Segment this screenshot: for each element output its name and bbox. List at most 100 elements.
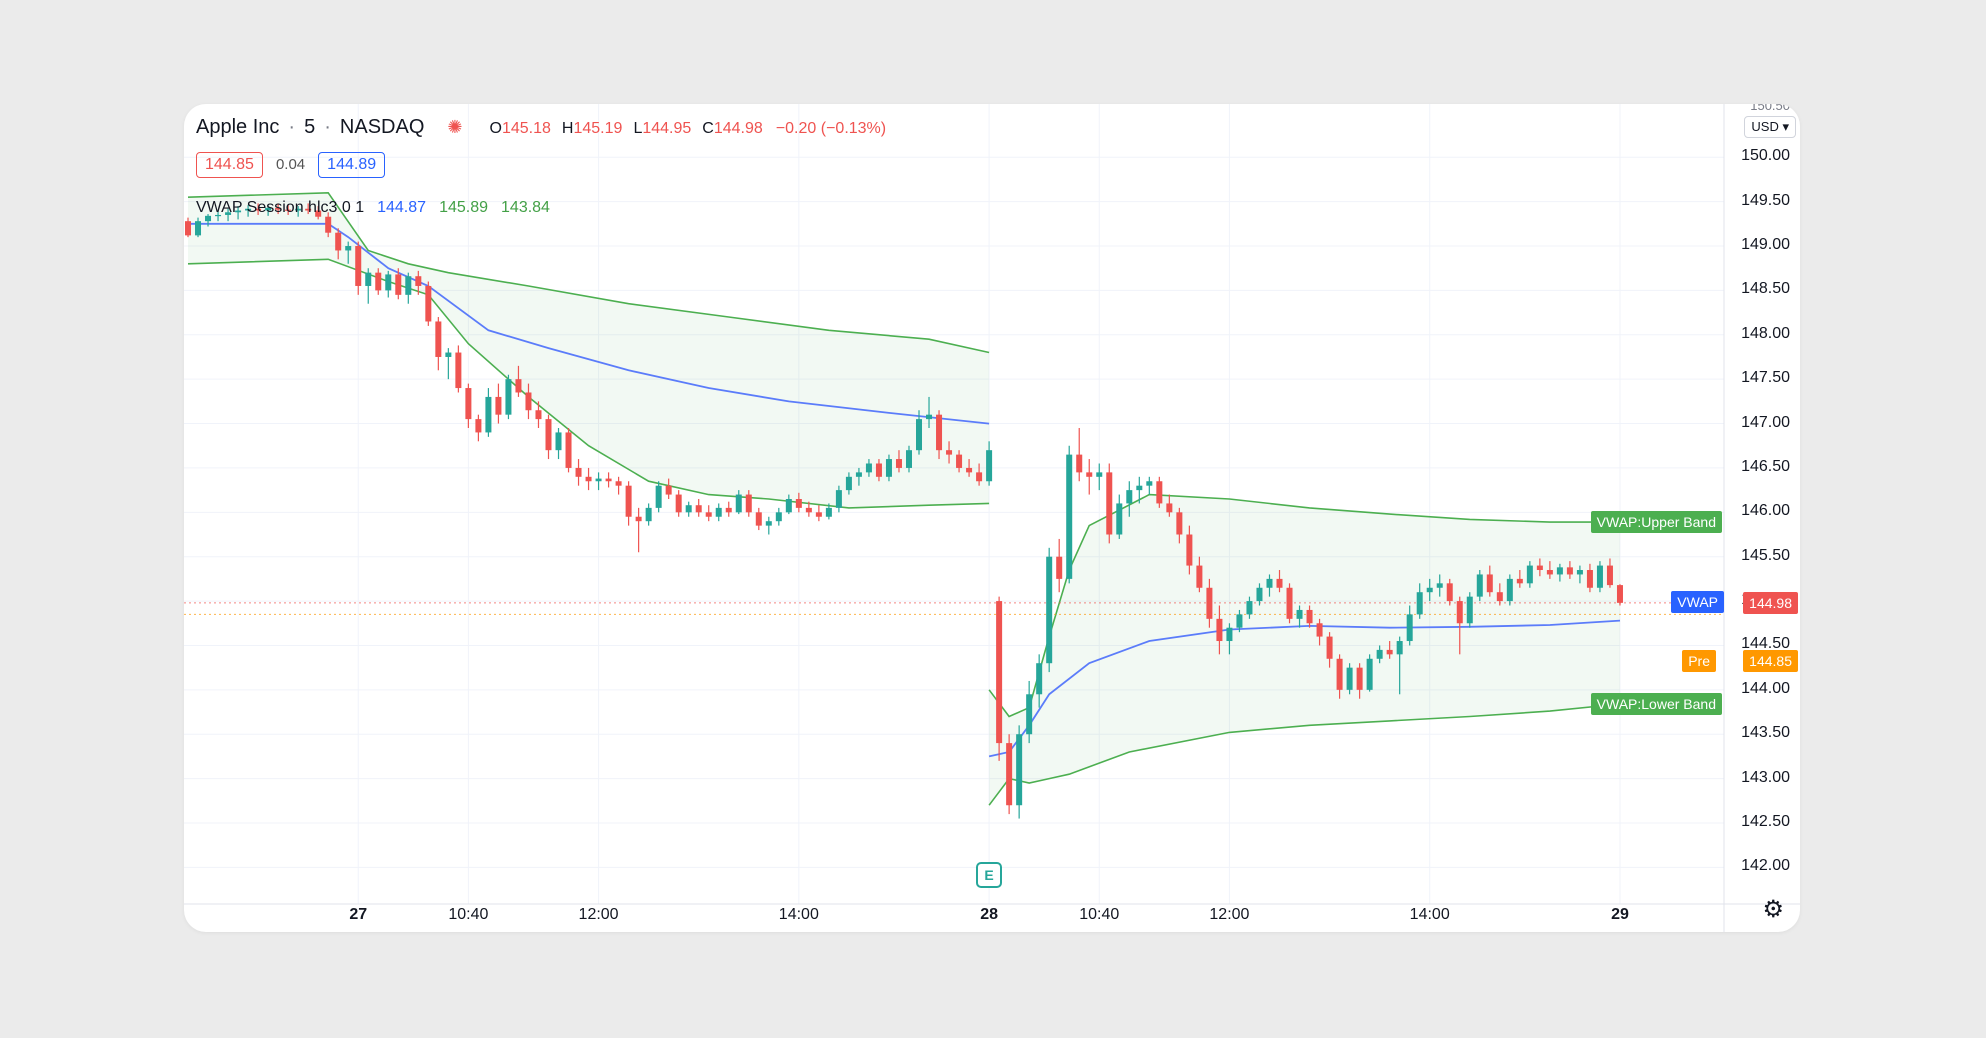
close-value: 144.98 — [713, 120, 763, 137]
candle-body — [325, 216, 332, 233]
quote-row: 144.85 0.04 144.89 — [196, 152, 393, 178]
candle-body — [495, 396, 502, 415]
price-tick-label: 142.50 — [1741, 812, 1790, 830]
candle-body — [1406, 614, 1413, 642]
candle-body — [875, 463, 882, 477]
market-status-icon[interactable]: ✺ — [447, 117, 463, 137]
candle-body — [905, 450, 912, 468]
price-tick-label: 150.00 — [1741, 147, 1790, 165]
candle-body — [615, 481, 622, 486]
candle-body — [365, 272, 372, 286]
candle-body — [465, 388, 472, 420]
candle-body — [1086, 472, 1093, 477]
gear-icon[interactable]: ⚙ — [1762, 896, 1784, 923]
candle-body — [665, 485, 672, 495]
candle-body — [1466, 596, 1473, 624]
candle-body — [355, 246, 362, 286]
candle-body — [215, 214, 222, 217]
price-axis-partial-label: 150.50 — [1750, 104, 1790, 113]
candle-body — [1306, 609, 1313, 624]
price-tick-label: 149.00 — [1741, 236, 1790, 254]
candle-body — [835, 490, 842, 508]
candle-body — [195, 221, 202, 236]
earnings-marker[interactable]: E — [976, 862, 1003, 888]
candle-body — [705, 512, 712, 517]
candle-body — [515, 379, 522, 393]
candle-body — [285, 209, 292, 211]
candle-body — [1126, 490, 1133, 504]
pre-market-label: Pre — [1682, 649, 1716, 672]
upper-band-line-session-1 — [187, 191, 990, 354]
interval-label[interactable]: 5 — [304, 116, 316, 138]
indicator-legend[interactable]: VWAP Session hlc3 0 1 144.87 145.89 143.… — [196, 196, 550, 217]
low-label: L — [633, 120, 643, 137]
indicator-name[interactable]: VWAP Session hlc3 0 1 — [196, 199, 365, 216]
symbol-name[interactable]: Apple Inc — [196, 116, 280, 138]
candle-body — [525, 392, 532, 411]
open-label: O — [489, 120, 502, 137]
candle-body — [575, 467, 582, 477]
candle-body — [565, 432, 572, 468]
candle-body — [1066, 454, 1073, 579]
price-tick-label: 147.50 — [1741, 369, 1790, 387]
candle-body — [255, 208, 262, 211]
candle-body — [1226, 627, 1233, 642]
candle-body — [225, 212, 232, 215]
candle-body — [865, 463, 872, 473]
ask-button[interactable]: 144.89 — [318, 152, 386, 178]
lower-band-value: 143.84 — [501, 199, 550, 216]
candle-body — [1266, 578, 1273, 588]
candle-body — [1546, 570, 1553, 575]
candle-body — [675, 494, 682, 513]
candle-body — [1366, 658, 1373, 690]
candle-body — [1056, 556, 1063, 579]
candle-body — [375, 272, 382, 291]
candle-body — [976, 472, 983, 482]
price-tick-label: 149.50 — [1741, 191, 1790, 209]
candle-body — [946, 450, 953, 455]
time-tick-label: 27 — [349, 906, 368, 923]
candle-body — [1286, 587, 1293, 619]
candle-body — [1566, 567, 1573, 575]
price-tick-label: 147.00 — [1741, 413, 1790, 431]
candle-body — [1176, 512, 1183, 535]
candle-body — [475, 419, 482, 433]
candle-body — [855, 472, 862, 477]
candle-body — [895, 459, 902, 468]
candle-body — [295, 208, 302, 211]
candle-body — [305, 208, 312, 211]
price-chart[interactable] — [184, 104, 1800, 932]
candle-body — [1376, 649, 1383, 659]
time-tick-label: 12:00 — [1209, 906, 1250, 923]
band-fill-session-2 — [989, 494, 1620, 806]
candle-body — [765, 521, 772, 526]
candle-body — [926, 414, 933, 420]
candle-body — [1276, 578, 1283, 588]
candle-body — [645, 507, 652, 522]
candle-body — [505, 379, 512, 415]
candle-body — [1386, 649, 1393, 655]
candle-body — [435, 321, 442, 357]
vwap-line-session-2 — [988, 619, 1621, 758]
candle-body — [1326, 636, 1333, 659]
vwap-tag: VWAP — [1671, 590, 1724, 613]
bid-button[interactable]: 144.85 — [196, 152, 263, 178]
candle-body — [345, 246, 352, 251]
candle-body — [755, 512, 762, 526]
candle-body — [745, 494, 752, 513]
candle-body — [725, 507, 732, 513]
price-tick-label: 146.50 — [1741, 457, 1790, 475]
lower-band-line-session-2 — [988, 703, 1621, 806]
time-tick-label: 14:00 — [778, 906, 819, 923]
candle-body — [825, 507, 832, 517]
candle-body — [395, 274, 402, 295]
candle-body — [1156, 481, 1163, 504]
candle-body — [595, 478, 602, 482]
currency-button[interactable]: USD ▾ — [1744, 116, 1796, 138]
candle-body — [1516, 578, 1523, 584]
candle-body — [936, 414, 943, 451]
price-tick-label: 145.50 — [1741, 546, 1790, 564]
spread-value: 0.04 — [275, 156, 306, 173]
candle-body — [1456, 601, 1463, 624]
exchange-label: NASDAQ — [339, 116, 425, 138]
